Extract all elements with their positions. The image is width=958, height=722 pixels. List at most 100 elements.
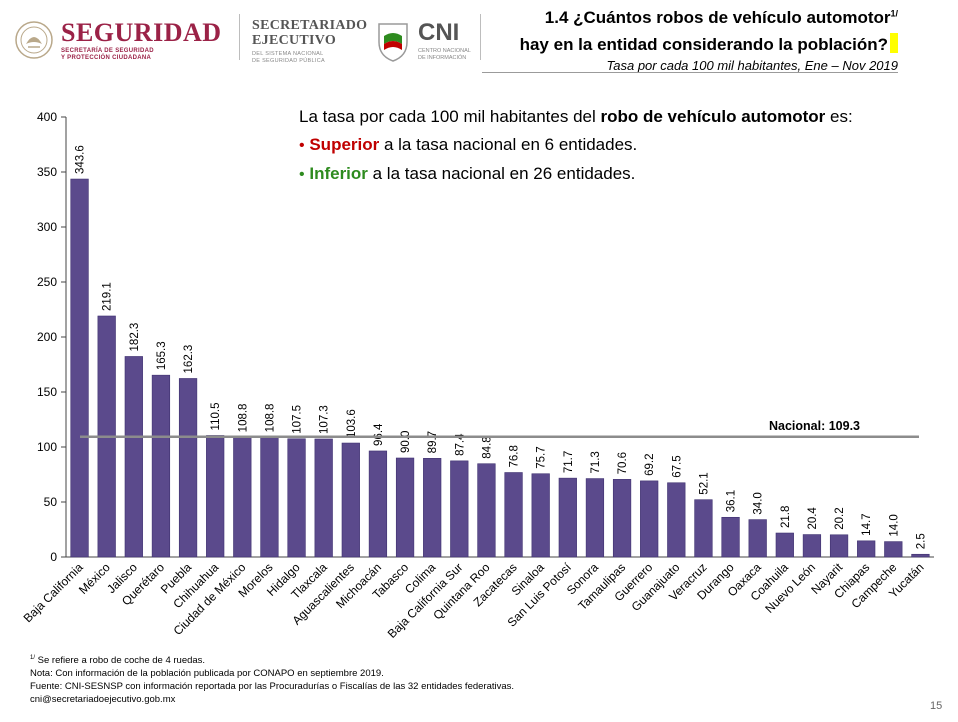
bar [368, 450, 388, 558]
data-label: 70.6 [617, 452, 629, 474]
footnote-source: Fuente: CNI-SESNSP con información repor… [30, 681, 515, 693]
data-label: 67.5 [671, 455, 683, 477]
contact-email: cni@secretariadoejecutivo.gob.mx [30, 694, 176, 706]
bar [314, 438, 333, 558]
category-label: México [76, 560, 113, 597]
footnote-1: 1/ Se refiere a robo de coche de 4 rueda… [30, 655, 206, 667]
bar [667, 482, 686, 558]
y-tick-label: 100 [37, 440, 57, 454]
eagle-seal-icon [15, 21, 53, 59]
data-label: 103.6 [346, 409, 358, 438]
data-label: 107.3 [319, 405, 331, 434]
bar [721, 516, 740, 558]
secretariado-subtitle: DEL SISTEMA NACIONAL DE SEGURIDAD PÚBLIC… [252, 51, 325, 64]
data-label: 76.8 [509, 445, 521, 467]
bar [857, 540, 876, 558]
bar [640, 480, 659, 558]
y-tick-label: 50 [44, 495, 58, 509]
secretariado-logo: SECRETARIADO EJECUTIVO DEL SISTEMA NACIO… [252, 18, 372, 68]
secretariado-title: SECRETARIADO EJECUTIVO [252, 18, 368, 48]
bar [70, 178, 89, 558]
bar [884, 541, 903, 558]
bar [178, 378, 198, 558]
bar [694, 499, 713, 558]
y-tick-label: 0 [50, 550, 57, 564]
bar [341, 442, 360, 558]
highlight-marker [890, 33, 898, 53]
seguridad-logo: SEGURIDAD SECRETARÍA DE SEGURIDAD Y PROT… [14, 16, 244, 68]
red-bullet-icon: • [299, 137, 305, 154]
data-label: 34.0 [753, 492, 765, 514]
data-label: 182.3 [129, 323, 141, 352]
cni-subtitle: CENTRO NACIONAL DE INFORMACIÓN [418, 48, 471, 61]
seguridad-title: SEGURIDAD [61, 18, 222, 47]
bar [531, 473, 550, 558]
bar [233, 437, 252, 558]
data-label: 107.5 [292, 405, 304, 434]
data-label: 14.7 [861, 513, 873, 535]
callout-inferior: • Inferior a la tasa nacional en 26 enti… [299, 164, 636, 183]
bar [802, 534, 822, 558]
data-label: 108.8 [237, 404, 249, 433]
bar [206, 435, 225, 558]
y-tick-label: 350 [37, 165, 57, 179]
data-label: 20.2 [834, 507, 846, 529]
title-line-2: hay en la entidad considerando la poblac… [520, 33, 898, 55]
bar [612, 479, 632, 558]
data-label: 87.4 [454, 433, 466, 456]
title-line-1: 1.4 ¿Cuántos robos de vehículo automotor… [544, 8, 898, 27]
bar [450, 460, 469, 558]
bar [124, 356, 143, 558]
cni-shield-icon [378, 23, 408, 62]
data-label: 108.8 [264, 404, 276, 433]
bar [775, 532, 794, 558]
title-underline [482, 72, 898, 73]
footnotes: 1/ Se refiere a robo de coche de 4 rueda… [30, 652, 514, 706]
data-label: 89.7 [427, 431, 439, 453]
bar [558, 477, 577, 558]
data-label: 71.7 [563, 451, 575, 473]
data-label: 84.8 [481, 436, 493, 458]
chart-callout: La tasa por cada 100 mil habitantes del … [299, 105, 901, 187]
bar [423, 458, 442, 558]
bar [287, 438, 306, 558]
category-label: Baja California [21, 560, 86, 625]
bar-chart: 0 50 100 150 200 250 300 350 400 343.6 Baja Califo… [21, 110, 934, 641]
bar [504, 472, 523, 558]
y-tick-label: 300 [37, 220, 57, 234]
callout-intro: La tasa por cada 100 mil habitantes del … [299, 107, 853, 126]
data-label: 90.0 [400, 431, 412, 453]
y-tick-label: 200 [37, 330, 57, 344]
header: SEGURIDAD SECRETARÍA DE SEGURIDAD Y PROT… [0, 0, 958, 80]
seguridad-subtitle: SECRETARÍA DE SEGURIDAD Y PROTECCIÓN CIU… [61, 48, 154, 61]
data-label: 20.4 [807, 507, 819, 530]
y-tick-label: 250 [37, 275, 57, 289]
header-divider [239, 14, 240, 60]
data-label: 36.1 [726, 490, 738, 512]
data-label: 110.5 [210, 403, 222, 431]
bar [585, 478, 605, 558]
data-label: 21.8 [780, 506, 792, 528]
bar [829, 534, 849, 558]
data-label: 69.2 [644, 453, 656, 475]
data-label: 52.1 [698, 472, 710, 494]
bar [260, 437, 279, 558]
bar [748, 519, 767, 558]
bar [911, 553, 930, 558]
bar [395, 457, 415, 558]
bar [477, 463, 496, 558]
slide-subtitle: Tasa por cada 100 mil habitantes, Ene – … [606, 58, 899, 73]
data-label: 2.5 [915, 533, 927, 549]
national-reference-label: Nacional: 109.3 [769, 419, 860, 433]
cni-logo: CNI CENTRO NACIONAL DE INFORMACIÓN [376, 20, 476, 66]
data-label: 343.6 [75, 145, 87, 174]
data-label: 165.3 [156, 341, 168, 370]
data-label: 71.3 [590, 451, 602, 473]
data-label: 219.1 [102, 282, 114, 311]
callout-superior: • Superior a la tasa nacional en 6 entid… [299, 135, 638, 154]
header-divider [480, 14, 481, 60]
data-label: 96.4 [373, 423, 385, 446]
footnote-2: Nota: Con información de la población pu… [30, 668, 384, 680]
data-label: 75.7 [536, 446, 548, 468]
y-tick-label: 400 [37, 110, 57, 124]
